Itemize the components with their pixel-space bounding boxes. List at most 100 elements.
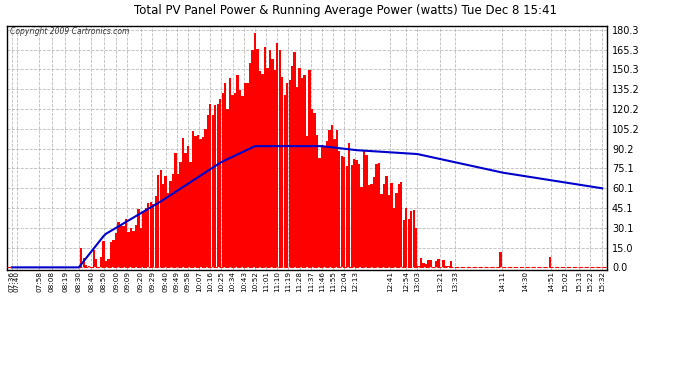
Bar	[276, 44, 279, 267]
Bar	[388, 195, 390, 267]
Bar	[333, 139, 335, 267]
Bar	[182, 138, 184, 267]
Bar	[237, 75, 239, 267]
Bar	[108, 259, 110, 267]
Bar	[125, 219, 127, 267]
Bar	[366, 155, 368, 267]
Bar	[415, 228, 417, 267]
Bar	[102, 241, 105, 267]
Bar	[262, 74, 264, 267]
Bar	[279, 50, 281, 267]
Bar	[397, 184, 400, 267]
Bar	[425, 264, 427, 267]
Bar	[331, 125, 333, 267]
Bar	[417, 266, 420, 267]
Bar	[353, 159, 355, 267]
Bar	[127, 232, 130, 267]
Bar	[195, 136, 197, 267]
Bar	[296, 87, 298, 267]
Bar	[175, 153, 177, 267]
Bar	[201, 137, 204, 267]
Bar	[264, 47, 266, 267]
Bar	[405, 208, 408, 267]
Bar	[254, 33, 256, 267]
Bar	[343, 157, 346, 267]
Bar	[219, 99, 221, 267]
Bar	[373, 177, 375, 267]
Bar	[189, 162, 192, 267]
Bar	[212, 115, 214, 267]
Bar	[304, 75, 306, 267]
Bar	[234, 93, 236, 267]
Bar	[100, 256, 102, 267]
Bar	[351, 165, 353, 267]
Bar	[206, 115, 209, 267]
Bar	[251, 50, 254, 267]
Bar	[500, 252, 502, 267]
Bar	[167, 193, 169, 267]
Bar	[346, 166, 348, 267]
Bar	[152, 204, 155, 267]
Bar	[209, 104, 212, 267]
Bar	[400, 182, 402, 267]
Bar	[192, 131, 194, 267]
Bar	[92, 249, 95, 267]
Bar	[204, 129, 206, 267]
Bar	[226, 109, 229, 267]
Bar	[310, 109, 313, 267]
Bar	[139, 228, 142, 267]
Bar	[318, 158, 321, 267]
Text: Total PV Panel Power & Running Average Power (watts) Tue Dec 8 15:41: Total PV Panel Power & Running Average P…	[133, 4, 557, 17]
Bar	[371, 184, 373, 267]
Bar	[301, 78, 304, 267]
Bar	[132, 231, 135, 267]
Bar	[360, 187, 363, 267]
Bar	[117, 222, 119, 267]
Text: Copyright 2009 Cartronics.com: Copyright 2009 Cartronics.com	[10, 27, 129, 36]
Bar	[358, 164, 360, 267]
Bar	[435, 261, 437, 267]
Bar	[231, 95, 234, 267]
Bar	[115, 233, 117, 267]
Bar	[271, 59, 273, 267]
Bar	[157, 175, 159, 267]
Bar	[323, 146, 326, 267]
Bar	[427, 260, 430, 267]
Bar	[164, 176, 167, 267]
Bar	[420, 258, 422, 267]
Bar	[549, 257, 551, 267]
Bar	[447, 266, 450, 267]
Bar	[145, 208, 147, 267]
Bar	[85, 265, 88, 267]
Bar	[187, 146, 189, 267]
Bar	[281, 77, 284, 267]
Bar	[162, 184, 164, 267]
Bar	[288, 80, 291, 267]
Bar	[335, 130, 338, 267]
Bar	[150, 202, 152, 267]
Bar	[130, 228, 132, 267]
Bar	[313, 113, 315, 267]
Bar	[316, 135, 318, 267]
Bar	[184, 153, 187, 267]
Bar	[177, 174, 179, 267]
Bar	[410, 211, 413, 267]
Bar	[338, 151, 340, 267]
Bar	[413, 210, 415, 267]
Bar	[122, 226, 125, 267]
Bar	[408, 219, 410, 267]
Bar	[147, 203, 150, 267]
Bar	[341, 156, 343, 267]
Bar	[155, 196, 157, 267]
Bar	[268, 50, 271, 267]
Bar	[112, 240, 115, 267]
Bar	[355, 160, 358, 267]
Bar	[402, 220, 405, 267]
Bar	[430, 260, 432, 267]
Bar	[442, 260, 444, 267]
Bar	[259, 72, 261, 267]
Bar	[256, 49, 259, 267]
Bar	[450, 261, 452, 267]
Bar	[105, 261, 108, 267]
Bar	[328, 130, 331, 267]
